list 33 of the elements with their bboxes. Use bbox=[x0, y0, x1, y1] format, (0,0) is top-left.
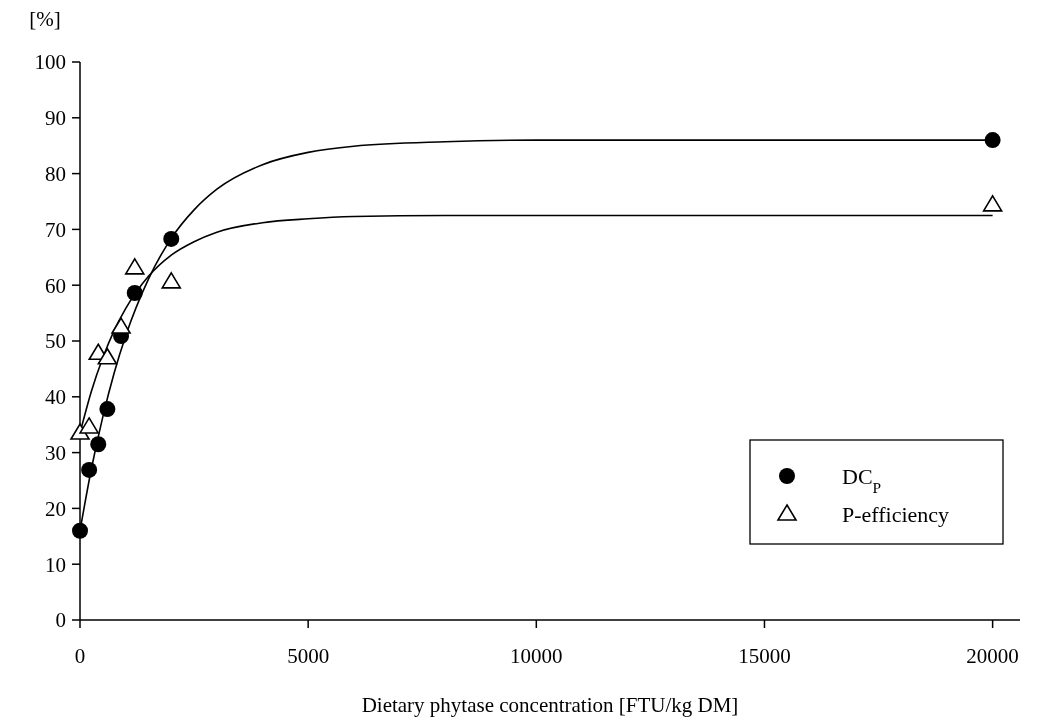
y-tick-label: 30 bbox=[45, 440, 66, 465]
y-tick-label: 40 bbox=[45, 385, 66, 410]
point bbox=[163, 230, 180, 247]
y-axis-title: [%] bbox=[29, 7, 61, 31]
point bbox=[124, 258, 145, 275]
point bbox=[111, 317, 131, 334]
y-tick-label: 20 bbox=[45, 496, 66, 521]
point bbox=[79, 417, 99, 434]
x-tick-label: 20000 bbox=[966, 644, 1019, 668]
x-tick-label: 5000 bbox=[287, 644, 330, 668]
y-tick-label: 70 bbox=[45, 217, 66, 242]
y-tick-label: 60 bbox=[45, 273, 66, 298]
point bbox=[982, 195, 1003, 212]
x-tick-label: 0 bbox=[74, 644, 86, 668]
point bbox=[99, 401, 116, 418]
point bbox=[72, 522, 88, 539]
y-tick-label: 90 bbox=[45, 106, 66, 131]
y-tick-label: 0 bbox=[55, 608, 66, 633]
point bbox=[81, 461, 98, 478]
x-axis-title: Dietary phytase concentration [FTU/kg DM] bbox=[361, 693, 739, 717]
x-tick-label: 15000 bbox=[738, 644, 791, 668]
point bbox=[126, 285, 143, 302]
y-tick-label: 10 bbox=[45, 552, 66, 577]
point bbox=[90, 436, 107, 453]
x-tick-label: 10000 bbox=[510, 644, 563, 668]
point bbox=[97, 347, 118, 365]
y-tick-label: 100 bbox=[34, 50, 66, 75]
point bbox=[161, 272, 182, 289]
legend-label: DC$_{P}$ bbox=[842, 463, 882, 496]
y-tick-label: 50 bbox=[45, 329, 66, 354]
y-tick-label: 80 bbox=[45, 161, 66, 186]
point bbox=[984, 132, 1001, 149]
legend-label: P-efficiency bbox=[842, 501, 950, 527]
